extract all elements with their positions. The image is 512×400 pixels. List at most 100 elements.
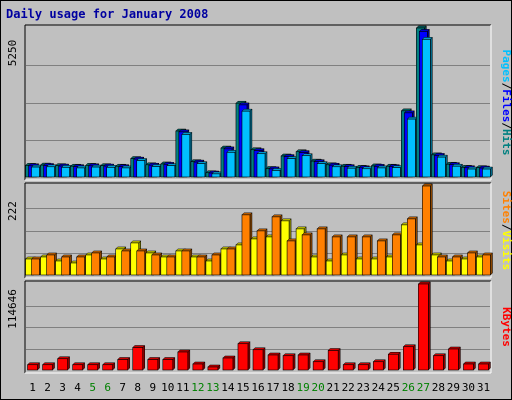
bar-sites [316,228,326,276]
bar-kbytes [357,364,369,371]
bar-sites [136,250,146,276]
bar-top [316,161,328,164]
bar-side [232,355,236,371]
bar-top [151,252,163,256]
bar-top [387,351,401,355]
bar-pages [106,167,115,178]
bar-top [313,159,325,162]
x-tick-label: 17 [266,381,279,394]
legend-item: Visits [500,231,512,271]
x-tick-label: 3 [59,381,66,394]
x-tick-label: 18 [281,381,294,394]
x-tick-label: 10 [161,381,174,394]
bar-kbytes [297,354,309,371]
bar-sites [91,252,100,276]
bar-top [241,212,253,216]
bar-sites [391,234,401,276]
bar-top [406,216,418,220]
bar-sites [437,256,446,276]
bar-top [181,132,193,135]
bar-top [121,165,133,169]
x-tick-label: 23 [357,381,370,394]
bar-top [241,108,253,112]
bar-kbytes [418,283,429,371]
legend-item: / [500,122,512,129]
bar-sites [286,240,296,276]
legend-item: Files [500,89,512,122]
bar-kbytes [478,363,489,371]
bar-pages [151,166,161,178]
bar-sites [106,256,115,276]
bar-pages [136,160,146,178]
bar-kbytes [282,355,294,371]
bar-top [283,154,295,157]
bar-pages [407,118,416,178]
bar-top [211,252,223,256]
legend-item: Pages [500,50,512,83]
bar-sites [271,216,281,276]
bar-top [286,156,298,159]
bar-kbytes [252,349,264,371]
bar-side [247,341,251,371]
bar-kbytes [117,359,129,371]
legend-item: / [500,83,512,90]
bar-pages [91,166,100,178]
x-tick-label: 5 [89,381,96,394]
bar-top [361,234,373,238]
bar-sites [256,230,266,276]
bar-sites [46,254,55,276]
panel-kbytes: 114646 KBytes [6,280,512,374]
bar-pages [361,168,371,178]
bar-top [451,163,464,167]
bar-pages [241,110,251,178]
bar-top [238,102,250,106]
x-tick-label: 21 [327,381,340,394]
bar-top [376,165,388,169]
bar-pages [331,166,341,178]
bar-top [253,148,265,151]
bar-sites [196,256,206,276]
bar-sites [211,254,221,276]
bar-top [237,341,251,344]
bar-sites [301,234,311,276]
legend-item: Hits [500,129,512,156]
bar-top [121,248,133,252]
bar-sites [241,214,251,276]
bar-top [298,150,310,153]
bar-sites [166,256,176,276]
bar-sites [346,236,356,276]
bar-pages [76,167,85,178]
bar-top [60,165,73,168]
bar-kbytes [102,364,113,371]
bar-pages [316,163,326,178]
bar-top [106,165,118,168]
bar-kbytes [403,346,414,371]
x-tick-label: 2 [44,381,51,394]
bar-top [346,234,358,238]
x-tick-label: 29 [447,381,460,394]
bar-top [391,232,403,236]
bar-pages [437,156,446,178]
bar-top [211,171,223,175]
bar-top [430,252,442,256]
x-tick-label: 4 [74,381,81,394]
bar-pages [452,165,461,178]
x-tick-label: 16 [251,381,264,394]
bar-kbytes [42,364,53,371]
bar-kbytes [147,359,159,371]
panel-visits: 222 Sites/Visits [6,182,512,279]
bar-pages [422,39,431,178]
x-tick-label: 1 [29,381,36,394]
bar-kbytes [463,363,474,371]
bar-top [76,165,88,169]
bar-top [181,248,193,252]
bar-kbytes [312,361,324,371]
bar-pages [286,158,296,178]
bar-sites [452,256,461,276]
x-tick-label: 27 [417,381,430,394]
bar-top [481,252,494,256]
bar-kbytes [57,358,68,371]
y-max-label: 114646 [6,289,19,329]
panel-hits: 5250 Pages/Files/Hits [6,24,512,181]
bar-top [87,362,101,365]
